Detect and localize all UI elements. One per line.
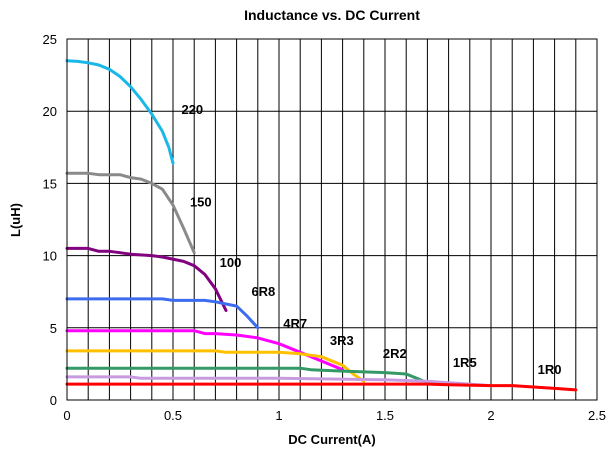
y-axis-label: L(uH) [8, 203, 23, 237]
grid [67, 39, 597, 400]
series-label-220: 220 [181, 102, 203, 117]
series-line-220 [65, 59, 175, 165]
series-label-100: 100 [220, 255, 242, 270]
y-tick-label: 15 [43, 176, 57, 191]
y-tick-label: 10 [43, 249, 57, 264]
series-labels: 220 150 100 6R8 4R7 3R3 2R2 1R5 1R0 [181, 102, 561, 377]
series-label-2r2: 2R2 [383, 346, 407, 361]
series-label-150: 150 [190, 195, 212, 210]
x-tick-label: 0.5 [164, 408, 182, 423]
chart-title: Inductance vs. DC Current [244, 7, 420, 23]
series-label-6r8: 6R8 [251, 284, 275, 299]
y-tick-label: 25 [43, 32, 57, 47]
series-line-1r0 [65, 382, 578, 392]
series-layer [65, 59, 578, 392]
plot-frame [66, 38, 598, 401]
series-line-6r8 [65, 297, 260, 330]
series-line-100 [65, 246, 228, 312]
y-tick-label: 20 [43, 104, 57, 119]
y-tick-label: 5 [50, 321, 57, 336]
x-axis-label: DC Current(A) [288, 432, 375, 447]
series-label-1r5: 1R5 [453, 355, 477, 370]
x-tick-label: 0 [63, 408, 70, 423]
tick-labels: 0 0.5 1 1.5 2 2.5 0 5 10 15 20 25 [43, 32, 607, 423]
x-tick-label: 1 [275, 408, 282, 423]
series-line-1r5 [65, 375, 493, 388]
series-label-4r7: 4R7 [283, 316, 307, 331]
series-line-3r3 [65, 349, 366, 383]
y-tick-label: 0 [50, 393, 57, 408]
x-tick-label: 2 [487, 408, 494, 423]
series-line-150 [65, 171, 196, 255]
x-tick-label: 2.5 [588, 408, 606, 423]
series-label-1r0: 1R0 [538, 362, 562, 377]
x-tick-label: 1.5 [376, 408, 394, 423]
series-label-3r3: 3R3 [330, 333, 354, 348]
